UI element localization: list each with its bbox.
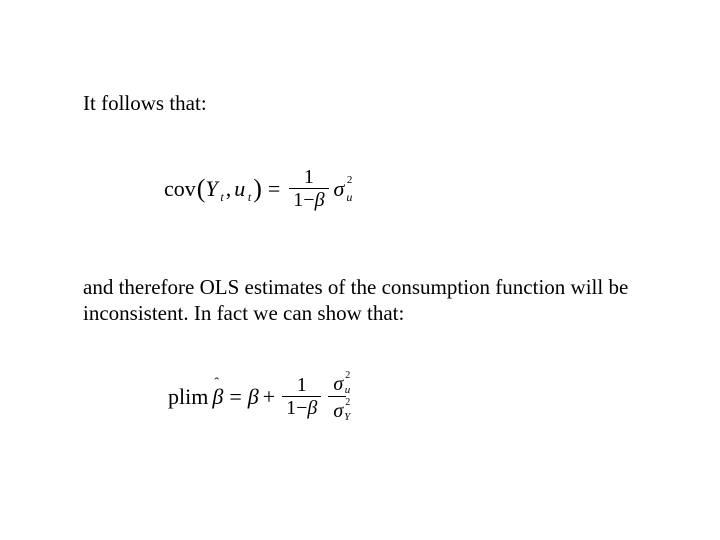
sig-top-base: σ: [333, 373, 343, 395]
sigma-base: σ: [334, 176, 345, 201]
left-paren: (: [197, 176, 206, 202]
right-paren: ): [253, 176, 262, 202]
den2-one: 1: [286, 397, 296, 419]
den2-beta: β: [307, 397, 317, 419]
u-base: u: [234, 176, 245, 201]
intro-text-1: It follows that:: [83, 90, 643, 116]
cov-operator: cov: [163, 176, 197, 202]
u-subscript: t: [248, 190, 251, 205]
intro-text-2: and therefore OLS estimates of the consu…: [83, 274, 643, 327]
sig-top-sup: 2: [345, 371, 350, 381]
sigma-Y-sq-bot: σ 2 Y: [333, 399, 343, 421]
frac2-num: 1: [293, 374, 311, 396]
den-minus: −: [303, 189, 314, 211]
sig-bot-base: σ: [333, 400, 343, 422]
plim-operator: plim: [167, 384, 209, 410]
fraction-2: 1 1−β: [282, 374, 321, 419]
frac-num: 1: [300, 166, 318, 188]
sig-bot-sub: Y: [344, 412, 350, 423]
Y-base: Y: [205, 176, 217, 201]
sigma-ratio-den: σ 2 Y: [328, 396, 346, 423]
Y-subscript: t: [220, 190, 223, 205]
sig-bot-sup: 2: [345, 398, 350, 408]
fraction-1: 1 1−β: [289, 166, 328, 211]
sigma-sub: u: [346, 190, 352, 205]
equation-plim: plim ˆ β = β + 1 1−β σ 2 u: [167, 370, 346, 423]
den2-minus: −: [296, 397, 307, 419]
slide-page: It follows that: cov ( Y t , u t ) = 1 1…: [0, 0, 720, 540]
sigma-ratio: σ 2 u σ 2 Y: [328, 370, 346, 423]
frac-den: 1−β: [289, 188, 328, 211]
sigma-sup: 2: [347, 174, 353, 186]
plus-sign: +: [263, 384, 275, 410]
equals-sign: =: [268, 176, 280, 202]
sigma-u-squared: σ 2 u: [334, 176, 345, 202]
comma: ,: [225, 176, 233, 202]
sigma-ratio-num: σ 2 u: [328, 370, 346, 396]
den-beta: β: [315, 189, 325, 211]
var-u: u t: [234, 176, 245, 202]
sig-top-sub: u: [345, 385, 351, 396]
beta-hat: ˆ β: [212, 384, 223, 410]
equals-sign-2: =: [229, 384, 241, 410]
equation-cov: cov ( Y t , u t ) = 1 1−β σ 2 u: [163, 166, 344, 211]
den-one: 1: [293, 189, 303, 211]
hat-symbol: ˆ: [214, 376, 219, 392]
beta-rhs: β: [248, 384, 259, 410]
var-Y: Y t: [205, 176, 217, 202]
frac2-den: 1−β: [282, 396, 321, 419]
sigma-u-sq-top: σ 2 u: [333, 372, 343, 394]
